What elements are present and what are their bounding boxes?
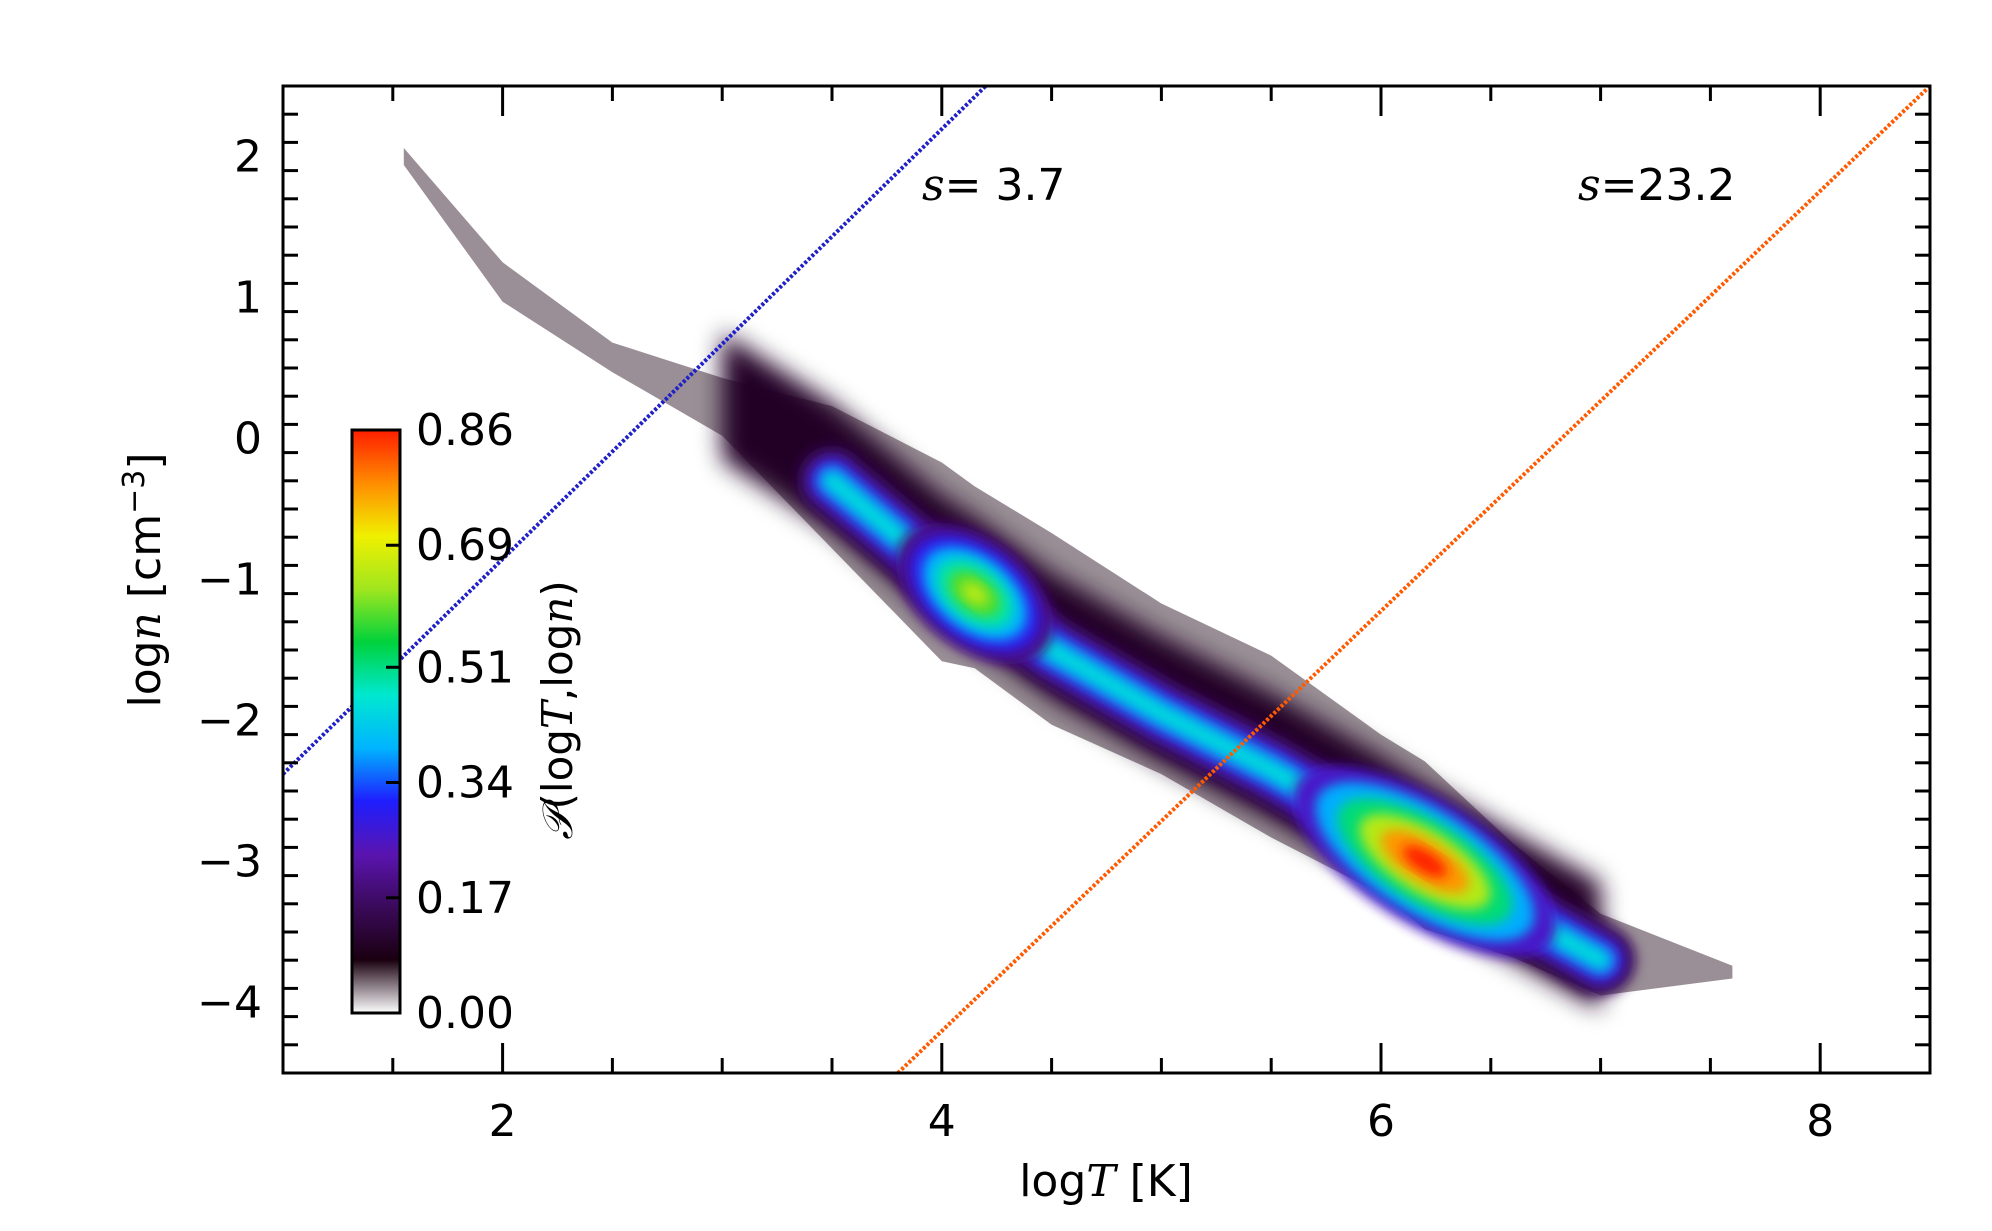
x-tick-labels: 2 4 6 8 — [489, 1096, 1835, 1147]
colorbar-tick-label: 0.51 — [416, 642, 514, 693]
s-orange-label: s=23.2 — [1578, 160, 1735, 211]
y-tick-label: −4 — [197, 978, 262, 1029]
y-tick-label: 1 — [234, 273, 262, 324]
colorbar-frame — [350, 428, 402, 1015]
colorbar-tick-label: 0.69 — [416, 520, 514, 571]
y-tick-label: 0 — [234, 414, 262, 465]
s-blue-label: s= 3.7 — [922, 160, 1065, 211]
density-peak — [961, 581, 988, 606]
x-axis-label: logT [K] — [1019, 1156, 1193, 1207]
colorbar-label: 𝒫(logT,logn) — [533, 580, 582, 840]
x-tick-label: 4 — [928, 1096, 956, 1147]
colorbar: 0.00 0.17 0.34 0.51 0.69 0.86 𝒫(logT,logn) — [350, 405, 582, 1039]
y-tick-label: 2 — [234, 132, 262, 183]
colorbar-tick-labels: 0.00 0.17 0.34 0.51 0.69 0.86 — [416, 405, 514, 1039]
colorbar-tick-label: 0.34 — [416, 758, 514, 809]
density-peak — [1403, 845, 1447, 878]
x-tick-label: 8 — [1806, 1096, 1834, 1147]
axis-ticks — [281, 84, 1932, 1075]
y-tick-label: −2 — [197, 696, 262, 747]
colorbar-tick-label: 0.17 — [416, 873, 514, 924]
density-map — [403, 148, 1733, 1010]
reference-lines — [283, 86, 1930, 1073]
s-orange-line — [896, 86, 1930, 1073]
y-axis-label: logn [cm−3] — [117, 452, 171, 707]
y-tick-label: −1 — [197, 555, 262, 606]
y-tick-labels: 2 1 0 −1 −2 −3 −4 — [197, 132, 262, 1029]
plot-frame — [281, 84, 1932, 1075]
colorbar-ticks — [386, 428, 400, 1015]
y-tick-label: −3 — [197, 837, 262, 888]
colorbar-tick-label: 0.86 — [416, 405, 514, 456]
colorbar-ramp — [352, 430, 400, 1013]
x-tick-label: 2 — [489, 1096, 517, 1147]
s-blue-line — [283, 86, 988, 776]
x-tick-label: 6 — [1367, 1096, 1395, 1147]
colorbar-tick-label: 0.00 — [416, 988, 514, 1039]
